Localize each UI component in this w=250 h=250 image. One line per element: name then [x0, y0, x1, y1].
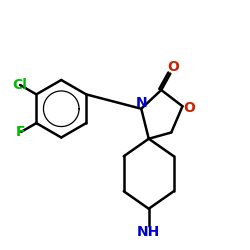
Text: N: N [136, 96, 147, 110]
Text: F: F [15, 126, 25, 140]
Text: NH: NH [137, 225, 160, 239]
Text: O: O [167, 60, 179, 74]
Text: O: O [183, 100, 195, 114]
Text: Cl: Cl [12, 78, 27, 92]
